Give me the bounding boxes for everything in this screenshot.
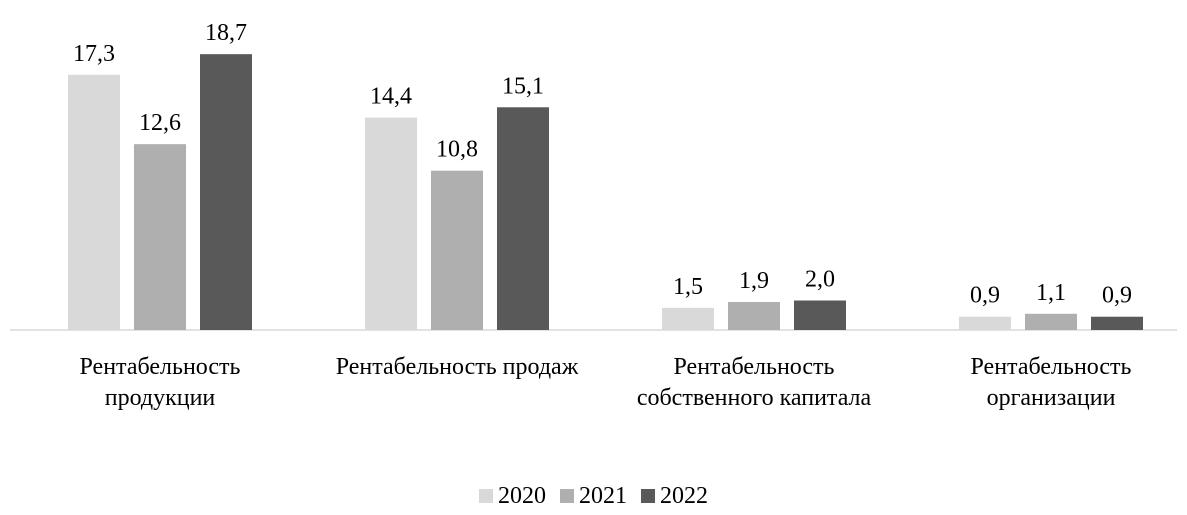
bar bbox=[497, 107, 549, 331]
data-label: 1,5 bbox=[673, 274, 703, 300]
bar bbox=[794, 300, 846, 330]
bar bbox=[662, 307, 714, 330]
legend-label: 2020 bbox=[498, 483, 546, 509]
legend: 2020 2021 2022 bbox=[0, 480, 1187, 512]
data-label: 12,6 bbox=[139, 110, 181, 136]
legend-swatch bbox=[641, 489, 655, 503]
legend-item: 2021 bbox=[560, 480, 627, 512]
legend-swatch bbox=[560, 489, 574, 503]
data-label: 2,0 bbox=[805, 267, 835, 293]
x-tick-label: Рентабельность продукции bbox=[79, 354, 241, 411]
legend-label: 2022 bbox=[660, 483, 708, 509]
data-label: 10,8 bbox=[436, 137, 478, 163]
legend-label: 2021 bbox=[579, 483, 627, 509]
legend-item: 2020 bbox=[479, 480, 546, 512]
data-label: 0,9 bbox=[970, 283, 1000, 309]
bar bbox=[1091, 316, 1143, 330]
data-label: 1,1 bbox=[1036, 280, 1066, 306]
data-label: 15,1 bbox=[502, 73, 544, 99]
bar bbox=[365, 117, 417, 330]
x-tick-label: Рентабельность собственного капитала bbox=[636, 354, 872, 411]
data-label: 14,4 bbox=[370, 84, 412, 110]
legend-item: 2022 bbox=[641, 480, 708, 512]
bar bbox=[728, 301, 780, 330]
bar bbox=[68, 74, 120, 330]
data-label: 17,3 bbox=[73, 41, 115, 67]
legend-swatch bbox=[479, 489, 493, 503]
bar bbox=[1025, 313, 1077, 330]
data-label: 1,9 bbox=[739, 268, 769, 294]
x-tick-label: Рентабельность продаж bbox=[335, 354, 579, 380]
data-label: 18,7 bbox=[205, 20, 247, 46]
bar bbox=[200, 54, 252, 331]
bar bbox=[134, 144, 186, 330]
bar bbox=[959, 316, 1011, 330]
bar bbox=[431, 170, 483, 330]
data-label: 0,9 bbox=[1102, 283, 1132, 309]
x-tick-label: Рентабельность организации bbox=[970, 354, 1132, 411]
